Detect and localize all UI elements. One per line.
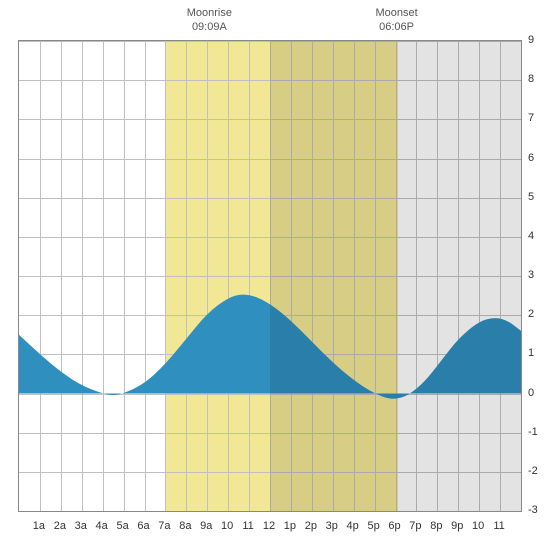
x-tick-label: 6a — [137, 516, 149, 550]
x-tick-label: 2a — [54, 516, 66, 550]
x-tick-label: 2p — [305, 516, 317, 550]
x-tick-label: 5a — [116, 516, 128, 550]
moonrise-label-block: Moonrise 09:09A — [187, 6, 232, 35]
tide-path — [19, 295, 521, 399]
y-tick-label: 2 — [524, 308, 548, 320]
x-tick-label: 11 — [493, 516, 504, 550]
moonset-label: Moonset — [375, 7, 417, 19]
x-tick-label: 4a — [96, 516, 108, 550]
y-tick-label: 3 — [524, 269, 548, 281]
x-tick-label: 11 — [242, 516, 253, 550]
x-tick-label: 1p — [284, 516, 296, 550]
x-tick-label: 8p — [430, 516, 442, 550]
y-tick-label: -3 — [524, 504, 548, 516]
y-tick-label: -2 — [524, 465, 548, 477]
x-tick-label: 3p — [326, 516, 338, 550]
tide-moon-chart: Moonrise 09:09A Moonset 06:06P -3-2-1012… — [0, 0, 550, 550]
moonset-time: 06:06P — [379, 21, 414, 33]
grid-h-line — [19, 511, 521, 512]
x-tick-label: 8a — [179, 516, 191, 550]
x-tick-label: 3a — [75, 516, 87, 550]
x-tick-label: 9p — [451, 516, 463, 550]
x-tick-label: 1a — [33, 516, 45, 550]
y-tick-label: 6 — [524, 152, 548, 164]
y-tick-label: 7 — [524, 112, 548, 124]
tide-area — [19, 41, 521, 511]
x-tick-label: 10 — [472, 516, 484, 550]
y-tick-label: -1 — [524, 426, 548, 438]
plot-area — [18, 40, 522, 512]
x-tick-label: 12 — [263, 516, 275, 550]
x-tick-label: 5p — [367, 516, 379, 550]
x-tick-label: 4p — [347, 516, 359, 550]
moonrise-label: Moonrise — [187, 7, 232, 19]
moonrise-time: 09:09A — [192, 21, 227, 33]
moonset-label-block: Moonset 06:06P — [375, 6, 417, 35]
y-tick-label: 8 — [524, 73, 548, 85]
y-tick-label: 1 — [524, 347, 548, 359]
x-tick-label: 6p — [388, 516, 400, 550]
y-tick-label: 9 — [524, 34, 548, 46]
x-tick-label: 7a — [158, 516, 170, 550]
y-tick-label: 4 — [524, 230, 548, 242]
y-tick-label: 0 — [524, 387, 548, 399]
x-tick-label: 10 — [221, 516, 233, 550]
y-tick-label: 5 — [524, 191, 548, 203]
x-tick-label: 9a — [200, 516, 212, 550]
x-tick-label: 7p — [409, 516, 421, 550]
